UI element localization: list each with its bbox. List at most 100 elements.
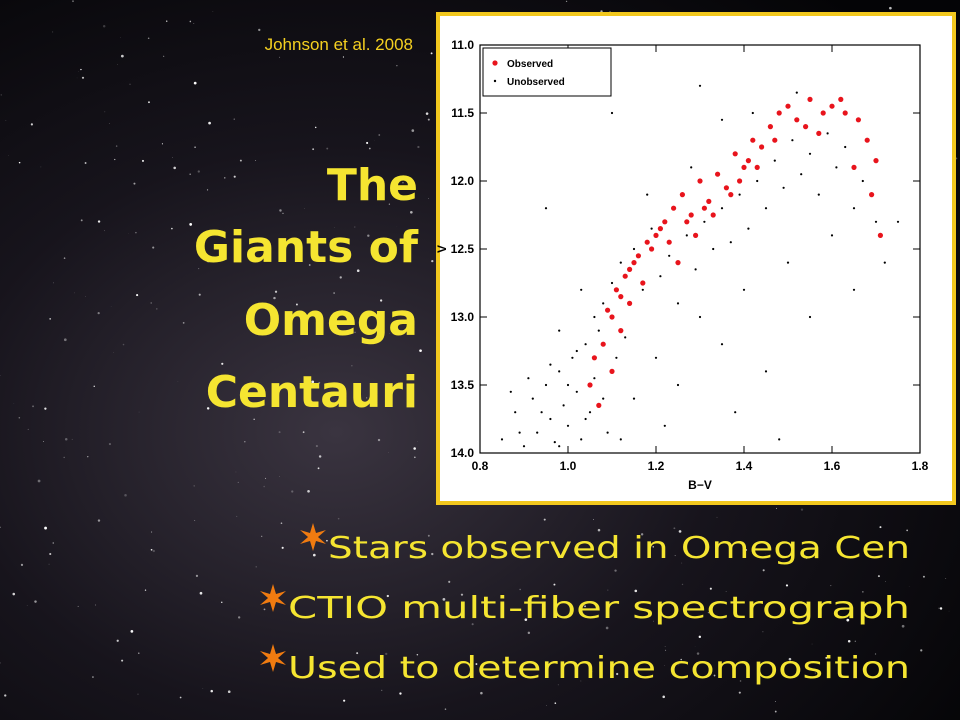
data-point	[710, 212, 716, 218]
star-dot	[825, 657, 828, 659]
x-tick-label: 1.0	[560, 459, 577, 473]
star-dot	[133, 182, 136, 185]
data-point	[549, 417, 552, 421]
data-point	[706, 198, 712, 204]
star-dot	[295, 303, 298, 306]
star-dot	[554, 702, 557, 704]
star-dot	[74, 292, 76, 294]
star-dot	[640, 533, 644, 536]
star-dot	[901, 624, 905, 628]
y-tick-label: 12.0	[451, 174, 475, 188]
star-dot	[278, 56, 281, 58]
star-dot	[713, 674, 716, 677]
star-dot	[148, 101, 150, 104]
data-point	[613, 287, 620, 293]
data-point	[772, 137, 778, 143]
star-dot	[716, 516, 718, 518]
star-dot	[4, 694, 7, 697]
data-point	[668, 254, 671, 257]
star-dot	[124, 493, 127, 497]
star-dot	[199, 591, 203, 595]
star-dot	[342, 56, 345, 58]
star-dot	[144, 589, 147, 591]
star-dot	[44, 526, 47, 530]
data-point	[609, 368, 615, 374]
data-point	[820, 110, 826, 116]
y-tick-label: 11.0	[451, 38, 474, 52]
data-point	[767, 124, 774, 130]
star-dot	[664, 649, 667, 651]
star-dot	[210, 689, 213, 693]
star-dot	[233, 118, 235, 120]
data-point	[500, 438, 504, 441]
star-dot	[115, 145, 118, 147]
star-dot	[77, 605, 79, 608]
star-dot	[427, 534, 430, 537]
star-dot	[862, 591, 864, 593]
data-point	[575, 390, 578, 393]
star-dot	[546, 705, 547, 706]
data-point	[518, 431, 521, 434]
citation: Johnson et al. 2008	[265, 35, 413, 54]
y-tick-label: 11.5	[451, 106, 474, 120]
data-point	[558, 329, 561, 332]
data-point	[829, 103, 835, 109]
bullet: Used to determine composition	[288, 651, 910, 686]
data-point	[575, 349, 578, 353]
star-dot	[117, 63, 118, 65]
data-point	[738, 193, 741, 196]
star-dot	[922, 575, 925, 578]
star-dot	[653, 620, 654, 622]
star-dot	[830, 585, 832, 587]
star-dot	[97, 519, 101, 522]
star-dot	[527, 631, 531, 635]
star-dot	[147, 37, 150, 40]
data-point	[838, 96, 844, 102]
star-dot	[179, 696, 182, 699]
star-dot	[206, 407, 210, 410]
star-dot	[475, 663, 478, 666]
star-dot	[72, 0, 74, 3]
data-point	[688, 212, 694, 218]
star-dot	[104, 111, 106, 113]
star-dot	[597, 528, 601, 532]
star-dot	[93, 385, 95, 387]
star-dot	[326, 147, 329, 150]
star-dot	[193, 81, 197, 85]
data-point	[631, 260, 637, 266]
data-point	[653, 232, 659, 238]
star-dot	[18, 161, 21, 164]
legend-label: Unobserved	[507, 77, 565, 88]
legend-marker	[492, 60, 498, 66]
star-dot	[129, 83, 131, 85]
star-dot	[197, 170, 200, 173]
data-point	[549, 363, 552, 366]
star-dot	[63, 257, 66, 259]
star-dot	[280, 522, 283, 525]
star-dot	[425, 112, 429, 115]
legend-box	[482, 47, 612, 97]
star-dot	[239, 159, 242, 162]
data-point	[844, 145, 847, 149]
data-point	[723, 185, 730, 191]
star-dot	[906, 529, 909, 532]
star-dot	[0, 526, 1, 529]
star-dot	[80, 219, 83, 222]
star-dot	[30, 123, 33, 126]
bullet: Stars observed in Omega Cen	[328, 531, 910, 566]
star-dot	[339, 276, 342, 279]
star-dot	[811, 643, 813, 645]
data-point	[602, 302, 605, 305]
star-dot	[151, 531, 153, 533]
data-point	[562, 404, 565, 407]
star-dot	[171, 227, 173, 230]
legend-marker	[493, 79, 497, 83]
star-dot	[584, 605, 587, 608]
star-dot	[150, 548, 153, 551]
data-point	[869, 192, 875, 198]
star-dot	[312, 148, 315, 151]
data-point	[794, 117, 800, 123]
star-dot	[177, 381, 179, 382]
star-dot	[698, 635, 702, 639]
star-dot	[236, 515, 238, 517]
